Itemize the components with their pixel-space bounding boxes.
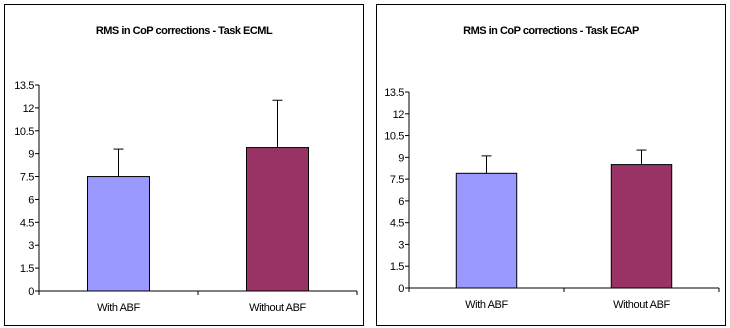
chart-title: RMS in CoP corrections - Task ECAP xyxy=(463,25,639,37)
bar-without-abf xyxy=(245,147,310,292)
bar-without-abf xyxy=(610,164,673,289)
y-tick-label: 4.5 xyxy=(20,217,34,229)
y-tick-label: 10.5 xyxy=(384,131,404,143)
x-tick-label: Without ABF xyxy=(613,299,670,311)
chart-title: RMS in CoP corrections - Task ECML xyxy=(95,25,273,37)
y-tick-label: 12 xyxy=(393,109,405,121)
y-tick-label: 10.5 xyxy=(14,126,34,138)
y-tick-label: 12 xyxy=(23,103,35,115)
bar-chart-ecap: 0 1.5 3 4.5 6 7.5 9 10.5 12 13.5 With ABF Without A… xyxy=(384,87,720,311)
x-tick-label: With ABF xyxy=(97,302,140,314)
y-tick-label: 4.5 xyxy=(390,218,404,230)
chart-panel-ecml: RMS in CoP corrections - Task ECML 0 1.5 3… xyxy=(4,4,364,326)
y-tick-label: 3 xyxy=(28,240,34,252)
x-tick-label: Without ABF xyxy=(249,302,306,314)
y-tick-label: 6 xyxy=(398,196,404,208)
y-tick-label: 1.5 xyxy=(390,261,404,273)
bar-with-abf xyxy=(86,176,151,292)
y-tick-label: 7.5 xyxy=(20,172,34,184)
y-tick-label: 7.5 xyxy=(390,174,404,186)
y-tick-label: 9 xyxy=(398,152,404,164)
y-tick-label: 13.5 xyxy=(384,87,404,99)
bar-chart-ecml: 0 1.5 3 4.5 6 7.5 9 10.5 12 13.5 With ABF Without A… xyxy=(14,80,358,314)
x-tick-label: With ABF xyxy=(465,299,508,311)
y-tick-label: 1.5 xyxy=(20,263,34,275)
bar-with-abf xyxy=(455,172,518,289)
y-tick-label: 13.5 xyxy=(14,80,34,92)
y-tick-label: 6 xyxy=(28,194,34,206)
y-tick-label: 9 xyxy=(28,149,34,161)
y-tick-label: 0 xyxy=(398,283,404,295)
y-tick-label: 3 xyxy=(398,239,404,251)
y-tick-label: 0 xyxy=(28,286,34,298)
chart-panel-ecap: RMS in CoP corrections - Task ECAP 0 1.5 3… xyxy=(376,4,726,326)
